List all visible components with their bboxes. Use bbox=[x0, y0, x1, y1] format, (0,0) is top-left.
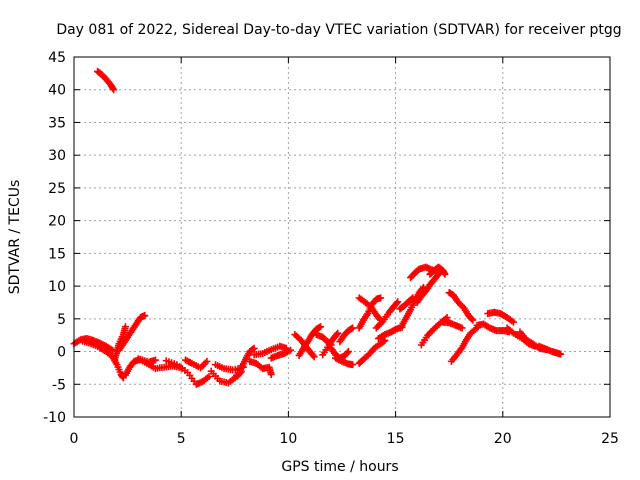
y-tick-label: 45 bbox=[48, 50, 66, 66]
data-point bbox=[409, 294, 417, 302]
series-pass-32 bbox=[426, 263, 449, 278]
y-tick-label: 5 bbox=[57, 312, 66, 328]
data-point bbox=[109, 84, 117, 92]
data-point bbox=[349, 361, 357, 369]
data-point bbox=[433, 272, 441, 280]
data-point bbox=[510, 318, 518, 326]
data-point bbox=[267, 370, 275, 378]
x-tick-labels: 0 5 10 15 20 25 bbox=[70, 431, 619, 447]
series-pass-35 bbox=[439, 318, 466, 332]
data-point bbox=[121, 323, 129, 331]
series-pass-26 bbox=[372, 298, 402, 332]
x-tick-label: 0 bbox=[70, 431, 79, 447]
x-tick-label: 20 bbox=[494, 431, 512, 447]
series-pass-23 bbox=[355, 336, 389, 367]
data-point bbox=[344, 348, 352, 356]
axis-ticks bbox=[73, 56, 611, 418]
series-pass-09 bbox=[181, 356, 211, 372]
grid-lines bbox=[74, 57, 610, 417]
data-point bbox=[441, 270, 449, 278]
plot-frame bbox=[73, 56, 611, 418]
series-pass-19 bbox=[319, 329, 342, 359]
y-tick-label: 0 bbox=[57, 345, 66, 361]
data-point bbox=[317, 323, 325, 331]
chart-title: Day 081 of 2022, Sidereal Day-to-day VTE… bbox=[56, 22, 621, 38]
series-pass-08 bbox=[162, 357, 213, 388]
data-point bbox=[469, 316, 477, 324]
data-point bbox=[349, 324, 357, 332]
y-tick-label: -10 bbox=[43, 410, 66, 426]
series-pass-29 bbox=[396, 294, 417, 313]
data-points bbox=[70, 67, 565, 388]
y-tick-label: 35 bbox=[48, 115, 66, 131]
x-tick-label: 10 bbox=[279, 431, 297, 447]
data-point bbox=[334, 329, 342, 337]
series-pass-22 bbox=[336, 324, 357, 346]
data-point bbox=[393, 299, 401, 307]
series-pass-05 bbox=[111, 323, 129, 363]
y-tick-label: 40 bbox=[48, 83, 66, 99]
series-pass-34 bbox=[445, 289, 477, 324]
y-tick-label: 15 bbox=[48, 246, 66, 262]
series-pass-13 bbox=[246, 357, 275, 378]
data-point bbox=[110, 86, 118, 94]
data-point bbox=[249, 345, 257, 353]
series-pass-36 bbox=[447, 324, 481, 365]
data-point bbox=[309, 351, 317, 359]
series-pass-31 bbox=[413, 270, 442, 306]
series-pass-17 bbox=[295, 323, 325, 359]
data-point bbox=[394, 298, 402, 306]
x-axis-label: GPS time / hours bbox=[281, 459, 398, 475]
series-pass-12 bbox=[231, 344, 258, 382]
data-point bbox=[287, 346, 295, 354]
series-pass-41 bbox=[535, 342, 565, 358]
series-pass-15 bbox=[267, 346, 295, 362]
data-point bbox=[468, 315, 476, 323]
data-point bbox=[250, 344, 258, 352]
series-pass-38 bbox=[484, 308, 518, 326]
data-point bbox=[343, 349, 351, 357]
data-point bbox=[434, 270, 442, 278]
data-point bbox=[377, 294, 385, 302]
series-pass-04 bbox=[115, 312, 149, 354]
x-tick-label: 5 bbox=[177, 431, 186, 447]
y-tick-label: -5 bbox=[52, 377, 66, 393]
x-tick-label: 15 bbox=[387, 431, 405, 447]
y-axis-label: SDTVAR / TECUs bbox=[7, 180, 23, 295]
data-point bbox=[557, 350, 565, 358]
data-point bbox=[333, 331, 341, 339]
data-point bbox=[408, 295, 416, 303]
x-tick-label: 25 bbox=[601, 431, 619, 447]
data-point bbox=[381, 336, 389, 344]
data-point bbox=[141, 312, 149, 320]
y-tick-label: 30 bbox=[48, 148, 66, 164]
series-pass-02 bbox=[70, 334, 117, 354]
data-point bbox=[203, 357, 211, 365]
series-pass-25 bbox=[355, 294, 385, 324]
data-point bbox=[151, 356, 159, 364]
series-pass-01 bbox=[94, 67, 118, 94]
series-pass-21 bbox=[332, 354, 357, 369]
data-point bbox=[205, 372, 213, 380]
y-tick-label: 20 bbox=[48, 214, 66, 230]
y-tick-label: 25 bbox=[48, 181, 66, 197]
data-point bbox=[458, 324, 466, 332]
data-point bbox=[310, 353, 318, 361]
y-tick-labels: -10 -5 0 5 10 15 20 25 30 35 40 45 bbox=[43, 50, 66, 426]
y-tick-label: 10 bbox=[48, 279, 66, 295]
